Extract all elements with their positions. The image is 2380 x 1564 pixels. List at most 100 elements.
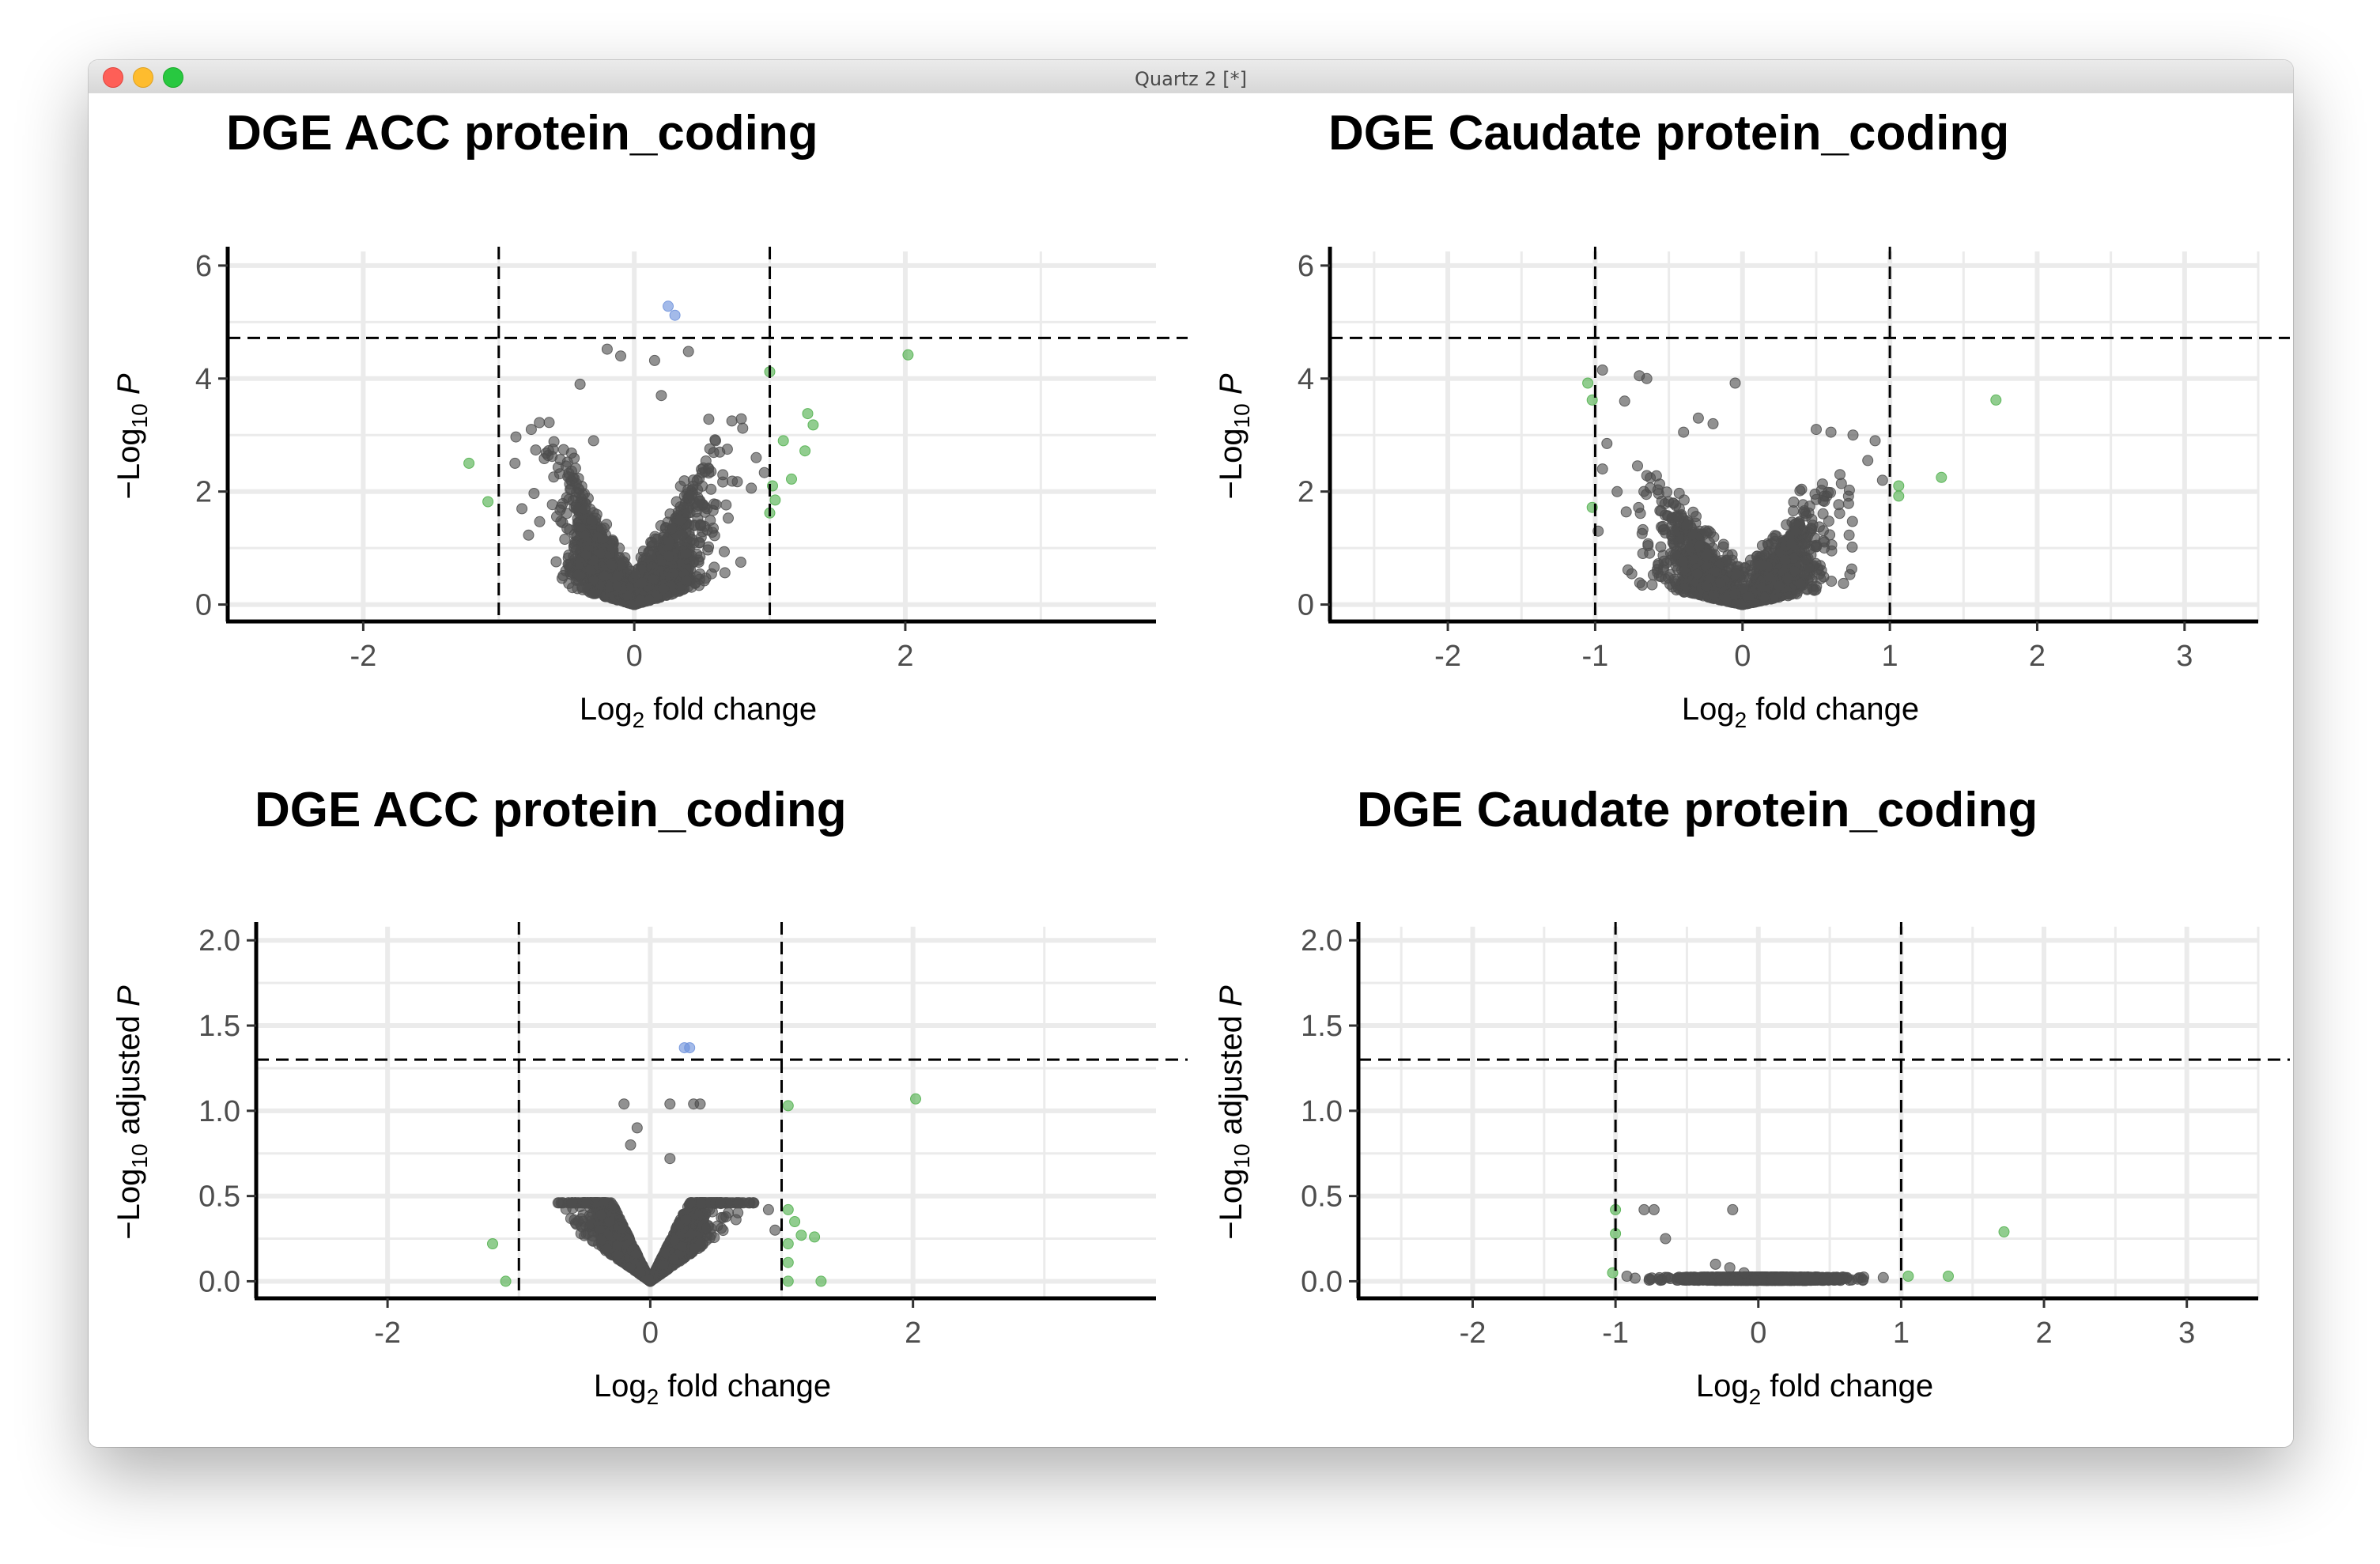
ns-point: [720, 499, 732, 511]
ns-point: [703, 414, 715, 425]
fc-significant-point: [802, 408, 814, 420]
minimize-button[interactable]: [133, 67, 153, 88]
plot-window: Quartz 2 [*] DGE ACC protein_coding -2 0 2 0…: [89, 60, 2293, 1447]
ns-point: [534, 516, 546, 527]
ns-point: [1846, 541, 1858, 553]
ns-point: [1838, 577, 1849, 589]
fc-significant-point: [807, 419, 819, 431]
ns-point: [561, 492, 572, 504]
ns-point: [655, 390, 667, 402]
ns-point: [562, 558, 574, 570]
ns-point: [615, 559, 627, 571]
ns-point: [509, 457, 521, 469]
plot-canvas: DGE ACC protein_coding -2 0 2 0 2 4 6 Log2 fold …: [89, 93, 2293, 1447]
y-tick-label: 4: [195, 363, 212, 396]
ns-point: [708, 561, 720, 573]
y-tick-label: 2: [195, 476, 212, 509]
ns-point: [1636, 580, 1648, 591]
ns-point: [727, 475, 739, 487]
ns-point: [1687, 506, 1699, 518]
ns-point: [559, 534, 571, 545]
fc-significant-point: [786, 473, 797, 485]
ns-point: [1622, 564, 1634, 576]
ns-point: [1645, 472, 1657, 484]
volcano-plot-caudate-pvalue: DGE Caudate protein_coding -2 -1 0 1 2 3 0 2 4 6 Lo…: [1191, 93, 2293, 770]
ns-point: [693, 473, 705, 485]
ns-point: [565, 448, 577, 459]
ns-point: [647, 573, 659, 585]
window-title: Quartz 2 [*]: [1135, 68, 1247, 90]
ns-point: [645, 536, 657, 548]
ns-point: [579, 503, 591, 515]
window-titlebar[interactable]: Quartz 2 [*]: [89, 60, 2293, 94]
zoom-button[interactable]: [163, 67, 183, 88]
ns-point: [1646, 579, 1658, 591]
ns-point: [534, 417, 546, 429]
ns-point: [735, 557, 746, 568]
volcano-plot-acc-pvalue: DGE ACC protein_coding -2 0 2 0 2 4 6 Log2 fold …: [89, 93, 1191, 770]
ns-point: [1637, 523, 1649, 535]
x-tick-label: 0: [626, 640, 643, 673]
ns-point: [682, 575, 693, 587]
ns-point: [644, 550, 656, 561]
ns-point: [663, 536, 675, 548]
ns-point: [587, 435, 599, 447]
ns-point: [726, 415, 738, 427]
x-tick-label: -2: [349, 640, 376, 673]
ns-point: [597, 533, 609, 545]
fc-significant-point: [902, 349, 914, 361]
ns-point: [1788, 505, 1800, 516]
ns-point: [705, 483, 717, 495]
ns-point: [1825, 487, 1836, 498]
plot-title: DGE ACC protein_coding: [226, 106, 818, 161]
ns-point: [721, 444, 733, 455]
ns-point: [1823, 516, 1834, 527]
ns-point: [599, 570, 610, 582]
ns-point: [1611, 485, 1623, 497]
y-axis-label: −Log10 P: [111, 373, 152, 499]
ns-point: [525, 424, 537, 436]
ns-point: [550, 556, 562, 568]
ns-point: [1656, 521, 1667, 533]
ns-point: [694, 568, 706, 580]
ns-point: [584, 564, 595, 576]
ns-point: [561, 508, 572, 519]
fc-significant-point: [482, 496, 494, 508]
ns-point: [708, 530, 720, 542]
ns-point: [516, 503, 528, 515]
close-button[interactable]: [103, 67, 123, 88]
ns-point: [580, 550, 592, 561]
volcano-plot-svg: DGE Caudate protein_coding-2 -1 0 1 2 30246Lo…: [1214, 106, 2290, 732]
ns-point: [528, 488, 540, 499]
ns-point: [702, 544, 714, 556]
ns-point: [667, 523, 678, 535]
ns-point: [719, 567, 731, 579]
ns-point: [1634, 508, 1646, 519]
ns-point: [615, 350, 626, 362]
ns-point: [682, 507, 694, 519]
fc-significant-point: [799, 445, 811, 457]
ns-point: [587, 587, 599, 599]
ns-point: [1642, 538, 1654, 550]
ns-point: [611, 580, 623, 591]
ns-point: [1818, 525, 1829, 537]
ns-point: [548, 471, 560, 483]
ns-point: [1843, 529, 1855, 541]
ns-point: [572, 569, 584, 581]
ns-point: [1632, 460, 1643, 472]
ns-point: [523, 529, 535, 541]
ns-point: [637, 577, 648, 589]
ns-point: [674, 515, 686, 527]
ns-point: [630, 569, 642, 580]
ns-point: [644, 594, 655, 606]
data-points: [463, 300, 914, 610]
ns-point: [686, 534, 698, 546]
fc-significant-point: [777, 435, 789, 447]
ns-point: [710, 499, 722, 511]
ns-point: [717, 469, 729, 481]
ns-point: [530, 444, 542, 456]
y-tick-label: 0: [195, 589, 212, 622]
ns-point: [710, 435, 721, 447]
ns-point: [1796, 483, 1808, 495]
